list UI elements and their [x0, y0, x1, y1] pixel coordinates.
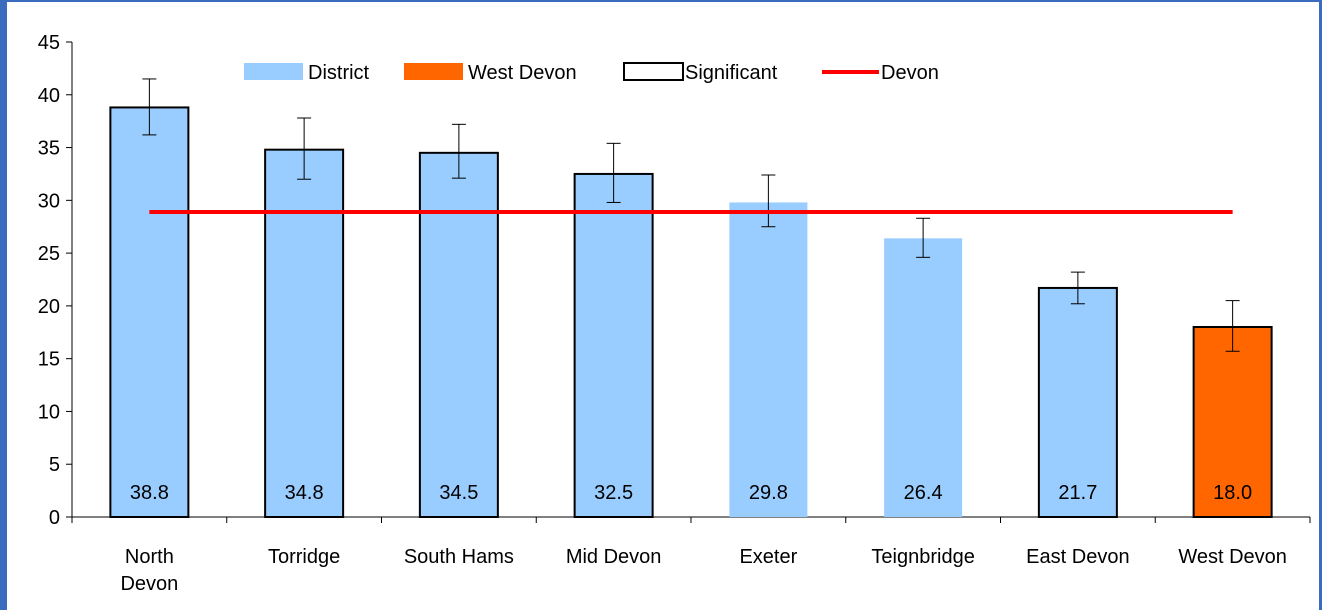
- legend-label: Significant: [685, 62, 778, 84]
- x-tick-label: Mid Devon: [566, 546, 662, 568]
- value-labels: 38.8 34.8 34.5 32.5 29.8 26.4 21.7 18.0: [130, 482, 1252, 504]
- y-tick-label: 0: [49, 507, 60, 529]
- bars: [109, 106, 1273, 519]
- x-tick-label: Exeter: [739, 546, 797, 568]
- y-tick-label: 35: [38, 138, 60, 160]
- legend-label: District: [308, 62, 370, 84]
- y-tick-label: 30: [38, 190, 60, 212]
- data-label: 34.5: [439, 482, 478, 504]
- x-tick-label: Teignbridge: [871, 546, 974, 568]
- y-tick-label: 20: [38, 296, 60, 318]
- bar: [109, 106, 190, 518]
- data-label: 29.8: [749, 482, 788, 504]
- legend-label: Devon: [881, 62, 939, 84]
- legend-swatch-west-devon: [404, 63, 463, 80]
- bar: [264, 148, 345, 519]
- legend-label: West Devon: [468, 62, 577, 84]
- bar: [573, 172, 654, 518]
- data-label: 21.7: [1058, 482, 1097, 504]
- y-tick-label: 45: [38, 32, 60, 54]
- bar: [884, 238, 963, 518]
- x-tick-label: North: [125, 546, 174, 568]
- x-tick-label: West Devon: [1178, 546, 1287, 568]
- data-label: 38.8: [130, 482, 169, 504]
- error-bars: [142, 78, 1240, 352]
- y-tick-label: 15: [38, 349, 60, 371]
- x-tick-label: South Hams: [404, 546, 514, 568]
- legend-swatch-district: [244, 63, 303, 80]
- data-label: 26.4: [904, 482, 943, 504]
- legend-swatch-significant: [623, 62, 684, 81]
- data-label: 32.5: [594, 482, 633, 504]
- y-tick-label: 5: [49, 454, 60, 476]
- y-tick-label: 10: [38, 401, 60, 423]
- bar: [418, 151, 499, 518]
- axes: 0 5 10 15 20 25 30 35 40 45 North Devon Torridge Sout…: [38, 32, 1311, 595]
- y-tick-label: 25: [38, 243, 60, 265]
- data-label: 18.0: [1213, 482, 1252, 504]
- x-tick-label: Torridge: [268, 546, 340, 568]
- legend: District West Devon Significant Devon: [244, 62, 939, 84]
- data-label: 34.8: [285, 482, 324, 504]
- bar: [729, 202, 808, 517]
- y-tick-label: 40: [38, 85, 60, 107]
- x-tick-label: Devon: [120, 573, 178, 595]
- x-tick-label: East Devon: [1026, 546, 1129, 568]
- bar: [1192, 326, 1273, 518]
